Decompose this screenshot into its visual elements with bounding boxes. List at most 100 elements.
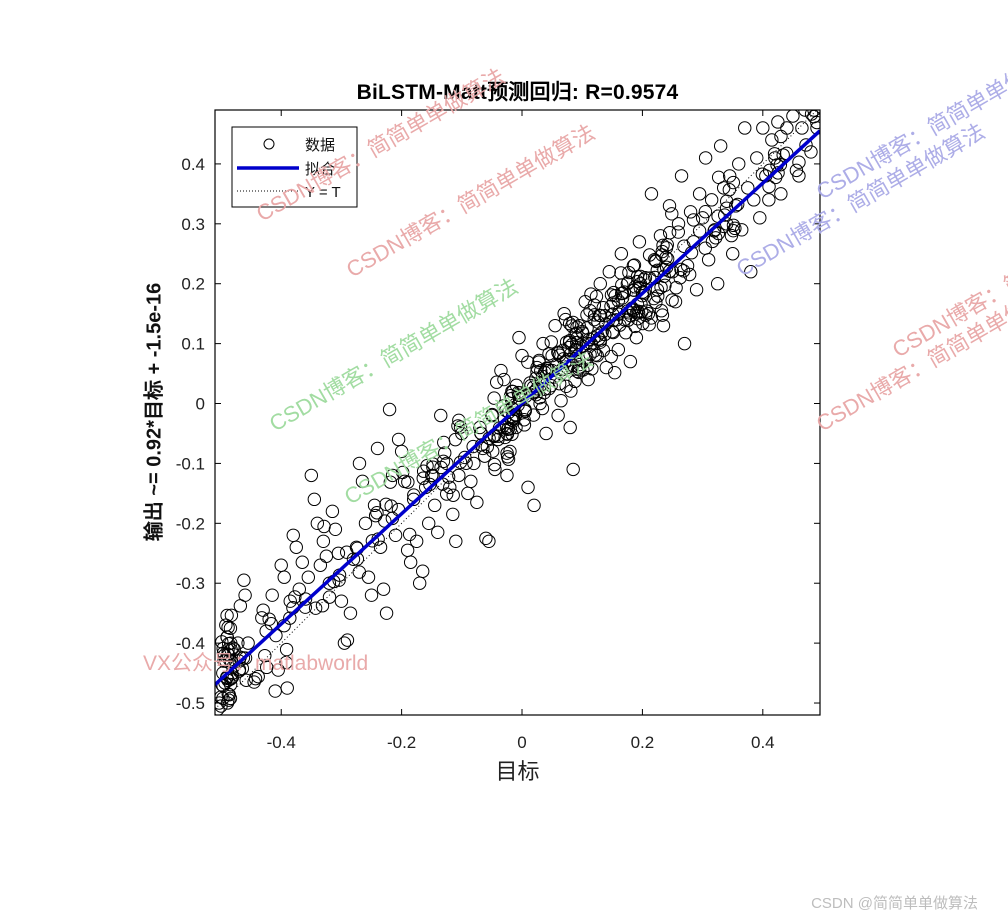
data-point [409,534,424,548]
data-point [698,241,712,255]
data-point [774,187,788,201]
identity-line [215,110,818,710]
data-point [656,318,671,333]
data-point [379,497,393,511]
data-point [279,642,294,657]
data-point [352,565,367,579]
data-point [568,374,582,389]
data-point [633,269,648,284]
chart-title: BiLSTM-Matt预测回归: R=0.9574 [356,81,679,104]
data-point [220,608,234,623]
x-axis-ticks: -0.4 -0.2 0 0.2 0.4 [267,110,775,752]
data-point [723,169,737,183]
data-point [415,564,430,578]
data-point [671,225,685,239]
data-point [572,365,586,380]
data-point [505,427,519,441]
data-point [674,169,689,183]
data-point [258,648,272,663]
data-point [513,386,527,400]
data-point [215,699,228,713]
data-point [662,199,677,213]
data-point [530,360,544,375]
data-point [412,576,427,590]
data-point [310,516,325,531]
data-point [557,306,571,321]
data-point [518,402,532,417]
data-point [316,534,331,548]
data-point [729,199,743,213]
data-point [501,452,516,466]
data-point [521,480,535,495]
data-point [313,558,328,572]
data-point [506,384,520,399]
data-point [436,454,451,469]
data-point [509,378,524,392]
data-point [545,348,559,363]
data-point [277,570,291,584]
legend-circle-icon [263,138,275,150]
data-point [655,248,669,262]
data-point [738,121,752,135]
data-point [542,381,556,396]
data-point [677,239,691,253]
data-point [231,636,245,650]
data-point [428,498,442,513]
data-point [512,330,526,345]
data-point [431,525,445,540]
data-point [718,208,732,222]
data-point [650,283,665,297]
data-point [668,294,683,309]
data-point [628,280,642,294]
data-point [566,462,580,477]
data-point [215,635,229,649]
data-point [491,432,505,447]
data-point [639,304,654,318]
data-point [534,363,548,378]
data-point [416,464,431,478]
data-point [388,528,403,542]
data-point [221,687,235,701]
data-point [383,475,398,489]
fit-line [215,129,820,686]
data-point [379,606,394,620]
data-point [605,324,620,339]
data-point [617,285,632,299]
data-point [322,590,337,604]
data-point [262,612,276,626]
data-point [548,318,562,333]
data-point [559,379,573,393]
data-point [656,238,670,253]
data-point [494,363,508,378]
data-point [422,516,436,531]
data-point [280,681,294,695]
data-point [795,121,809,135]
data-point [551,408,565,423]
data-point [288,590,302,604]
data-point [654,280,668,295]
data-point [317,519,331,534]
data-point [689,283,704,297]
data-point [544,378,558,393]
data-point [426,460,440,474]
data-point [517,418,532,432]
data-point [223,621,238,636]
data-point [692,224,707,238]
data-point [581,372,595,387]
data-point [337,636,352,650]
data-point [620,277,635,291]
data-point [332,573,346,587]
data-point [632,235,647,249]
watermark-csdn-6: CSDN博客：简简单单做算法 [732,119,989,282]
data-point [799,138,813,152]
data-point [786,110,800,123]
data-point [669,281,683,295]
data-point [599,360,613,375]
data-point [473,420,487,435]
data-point [614,266,628,280]
data-point [384,499,398,513]
data-point [701,253,716,267]
data-point [536,336,550,351]
data-point [564,384,578,398]
